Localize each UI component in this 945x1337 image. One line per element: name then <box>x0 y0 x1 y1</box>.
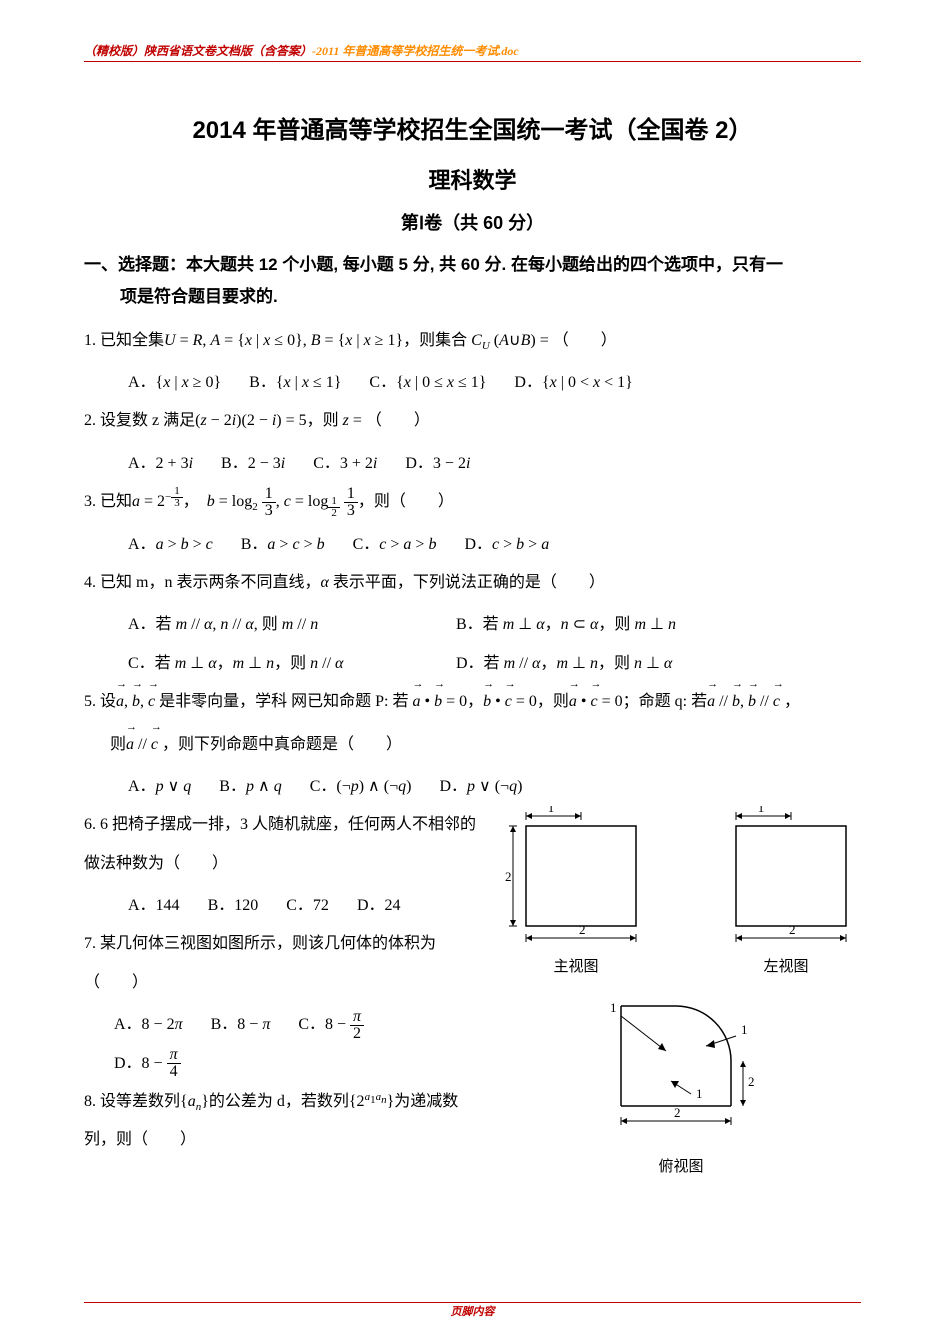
title-sub: 理科数学 <box>84 163 861 195</box>
figure-left-view: 1 2 左视图 <box>711 806 861 976</box>
q7-opt-c: C．8 − π2 <box>298 1006 364 1044</box>
question-1: 1. 已知全集U = R, A = {x | x ≤ 0}, B = {x | … <box>84 322 861 360</box>
instruction-line2: 项是符合题目要求的. <box>84 281 861 313</box>
figure-top-view: 1 1 2 1 <box>501 986 861 1176</box>
q4-options: A．若 m // α, n // α, 则 m // n B．若 m ⊥ α，n… <box>84 606 861 683</box>
q4-text: 已知 m，n 表示两条不同直线，α 表示平面，下列说法正确的是（ ） <box>100 574 605 591</box>
front-view-label: 主视图 <box>501 955 651 976</box>
page-footer: 页脚内容 <box>0 1303 945 1319</box>
q2-num: 2. <box>84 412 96 429</box>
q1-opt-d: D．{x | 0 < x < 1} <box>514 364 632 402</box>
q2-opt-d: D．3 − 2i <box>405 445 470 483</box>
q4-opt-c: C．若 m ⊥ α，m ⊥ n，则 n // α <box>128 645 428 683</box>
q1-text: 已知全集U = R, A = {x | x ≤ 0}, B = {x | x ≥… <box>100 332 617 349</box>
q6-options: A．144 B．120 C．72 D．24 <box>84 887 481 925</box>
q3-opt-c: C．c > a > b <box>353 526 437 564</box>
figure-front-view: 1 2 2 <box>501 806 651 976</box>
q5-line2: 则a // c ，则下列命题中真命题是（ ） <box>84 726 861 764</box>
q5-opt-b: B．p ∧ q <box>219 768 281 806</box>
question-2: 2. 设复数 z 满足(z − 2i)(2 − i) = 5，则 z = （ ） <box>84 402 861 440</box>
q7-opt-a: A．8 − 2π <box>114 1006 183 1044</box>
q1-opt-b: B．{x | x ≤ 1} <box>249 364 341 402</box>
q5-num: 5. <box>84 693 96 710</box>
q8-num: 8. <box>84 1093 96 1110</box>
page-header: （精校版）陕西省语文卷文档版（含答案）-2011 年普通高等学校招生统一考试.d… <box>84 42 861 62</box>
q8-text: 设等差数列{an}的公差为 d，若数列{2a1an}为递减数列，则（ ） <box>84 1093 458 1148</box>
q4-num: 4. <box>84 574 96 591</box>
q3-num: 3. <box>84 493 96 510</box>
question-6: 6. 6 把椅子摆成一排，3 人随机就座，任何两人不相邻的做法种数为（ ） <box>84 806 481 883</box>
q1-num: 1. <box>84 332 96 349</box>
svg-text:1: 1 <box>548 806 555 815</box>
title-section: 第Ⅰ卷（共 60 分） <box>84 209 861 235</box>
page-content: 2014 年普通高等学校招生全国统一考试（全国卷 2） 理科数学 第Ⅰ卷（共 6… <box>84 110 861 1176</box>
q6-opt-b: B．120 <box>208 887 259 925</box>
figures-region: 1 2 2 <box>481 806 861 1176</box>
header-red-text: （精校版）陕西省语文卷文档版（含答案） <box>84 44 312 58</box>
svg-text:1: 1 <box>741 1022 748 1037</box>
q2-opt-b: B．2 − 3i <box>221 445 285 483</box>
q5-opt-c: C．(¬p) ∧ (¬q) <box>310 768 412 806</box>
q1-opt-a: A．{x | x ≥ 0} <box>128 364 221 402</box>
q7-opt-d: D．8 − π4 <box>114 1045 181 1083</box>
q3-opt-a: A．a > b > c <box>128 526 213 564</box>
q7-options: A．8 − 2π B．8 − π C．8 − π2 D．8 − π4 <box>84 1006 481 1083</box>
q6-text: 6 把椅子摆成一排，3 人随机就座，任何两人不相邻的做法种数为（ ） <box>84 816 476 871</box>
left-column: 6. 6 把椅子摆成一排，3 人随机就座，任何两人不相邻的做法种数为（ ） A．… <box>84 806 481 1176</box>
q5-opt-a: A．p ∨ q <box>128 768 191 806</box>
q2-text: 设复数 z 满足(z − 2i)(2 − i) = 5，则 z = （ ） <box>100 412 430 429</box>
q1-options: A．{x | x ≥ 0} B．{x | x ≤ 1} C．{x | 0 ≤ x… <box>84 364 861 402</box>
svg-text:1: 1 <box>696 1086 703 1101</box>
question-7: 7. 某几何体三视图如图所示，则该几何体的体积为（ ） <box>84 925 481 1002</box>
q2-opt-a: A．2 + 3i <box>128 445 193 483</box>
q3-options: A．a > b > c B．a > c > b C．c > a > b D．c … <box>84 526 861 564</box>
q6-opt-a: A．144 <box>128 887 180 925</box>
q2-opt-c: C．3 + 2i <box>313 445 377 483</box>
q2-options: A．2 + 3i B．2 − 3i C．3 + 2i D．3 − 2i <box>84 445 861 483</box>
q7-opt-b: B．8 − π <box>211 1006 271 1044</box>
svg-text:1: 1 <box>610 1000 617 1015</box>
q1-opt-c: C．{x | 0 ≤ x ≤ 1} <box>369 364 486 402</box>
q7-text: 某几何体三视图如图所示，则该几何体的体积为（ ） <box>84 935 436 990</box>
q4-opt-b: B．若 m ⊥ α，n ⊂ α，则 m ⊥ n <box>456 606 676 644</box>
question-3: 3. 已知a = 2−13， b = log2 13, c = log12 13… <box>84 483 861 521</box>
top-view-label: 俯视图 <box>501 1155 861 1176</box>
svg-text:2: 2 <box>674 1105 681 1120</box>
svg-text:2: 2 <box>579 922 586 937</box>
title-main: 2014 年普通高等学校招生全国统一考试（全国卷 2） <box>84 110 861 145</box>
svg-text:2: 2 <box>748 1074 755 1089</box>
q3-opt-d: D．c > b > a <box>464 526 549 564</box>
q7-num: 7. <box>84 935 96 952</box>
header-orange-text: -2011 年普通高等学校招生统一考试.doc <box>312 44 519 58</box>
q3-text: 已知a = 2−13， b = log2 13, c = log12 13，则（… <box>100 493 454 510</box>
q6-opt-c: C．72 <box>286 887 329 925</box>
question-5: 5. 设a, b, c 是非零向量，学科 网已知命题 P: 若 a • b = … <box>84 683 861 721</box>
q3-opt-b: B．a > c > b <box>241 526 325 564</box>
question-4: 4. 已知 m，n 表示两条不同直线，α 表示平面，下列说法正确的是（ ） <box>84 564 861 602</box>
instruction: 一、选择题：本大题共 12 个小题, 每小题 5 分, 共 60 分. 在每小题… <box>84 249 861 314</box>
svg-text:1: 1 <box>758 806 765 815</box>
q5-text: 设a, b, c 是非零向量，学科 网已知命题 P: 若 a • b = 0，b… <box>100 693 800 710</box>
q5-options: A．p ∨ q B．p ∧ q C．(¬p) ∧ (¬q) D．p ∨ (¬q) <box>84 768 861 806</box>
svg-text:2: 2 <box>789 922 796 937</box>
left-view-label: 左视图 <box>711 955 861 976</box>
q4-opt-a: A．若 m // α, n // α, 则 m // n <box>128 606 428 644</box>
svg-text:2: 2 <box>505 869 512 884</box>
q5-opt-d: D．p ∨ (¬q) <box>439 768 522 806</box>
instruction-line1: 一、选择题：本大题共 12 个小题, 每小题 5 分, 共 60 分. 在每小题… <box>84 249 861 281</box>
q6-num: 6. <box>84 816 96 833</box>
q6-opt-d: D．24 <box>357 887 401 925</box>
question-8: 8. 设等差数列{an}的公差为 d，若数列{2a1an}为递减数列，则（ ） <box>84 1083 481 1160</box>
